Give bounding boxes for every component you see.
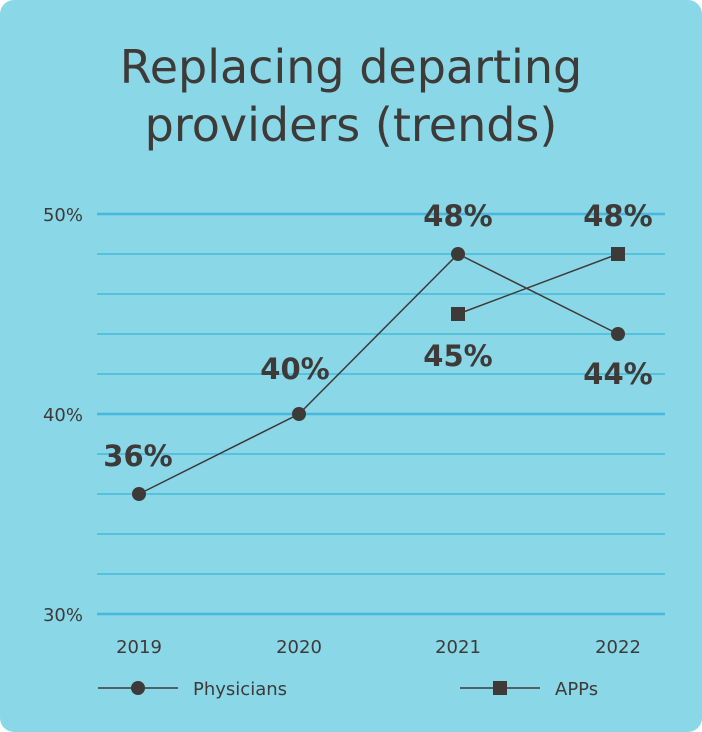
x-tick-label: 2021 (435, 637, 481, 658)
x-tick-label: 2019 (116, 637, 162, 658)
data-label: 44% (583, 357, 652, 391)
data-point-circle (292, 407, 306, 421)
legend-label: APPs (555, 679, 598, 700)
y-tick-label: 40% (43, 405, 83, 426)
legend-square-icon (493, 681, 507, 695)
data-point-circle (451, 247, 465, 261)
data-point-square (451, 307, 465, 321)
chart-title-line-2: providers (trends) (144, 98, 558, 152)
legend-circle-icon (131, 681, 145, 695)
series-line-apps (457, 253, 619, 315)
x-tick-label: 2022 (595, 637, 641, 658)
chart-title-line-1: Replacing departing (119, 40, 583, 94)
data-label: 48% (423, 199, 492, 233)
series-line-physicians (138, 253, 619, 495)
x-tick-label: 2020 (276, 637, 322, 658)
data-label: 40% (260, 352, 329, 386)
data-point-circle (132, 487, 146, 501)
data-label: 48% (583, 199, 652, 233)
data-point-circle (611, 327, 625, 341)
data-label: 45% (423, 339, 492, 373)
data-label: 36% (103, 439, 172, 473)
legend-label: Physicians (193, 679, 287, 700)
y-tick-label: 50% (43, 205, 83, 226)
data-point-square (611, 247, 625, 261)
y-tick-label: 30% (43, 605, 83, 626)
chart-title: Replacing departing providers (trends) (0, 38, 702, 154)
